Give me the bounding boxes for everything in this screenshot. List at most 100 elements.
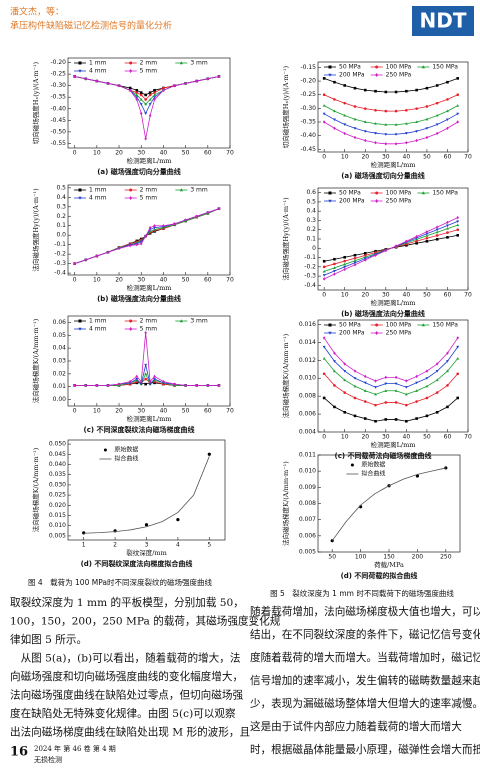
data-point: [135, 374, 139, 379]
data-point: [117, 382, 121, 386]
y-tick-label: 0.01: [53, 383, 67, 390]
data-point: [343, 265, 347, 269]
data-point: [343, 113, 347, 117]
x-tick-label: 70: [464, 434, 472, 441]
data-point: [144, 93, 147, 97]
data-point: [173, 84, 176, 88]
x-tick-label: 10: [341, 292, 349, 299]
x-tick-label: 0: [322, 154, 326, 161]
body-line: 随着载荷增加，法向磁场梯度极大值也增大，可以总: [250, 605, 480, 618]
chart-caption: (b) 磁场强度法向分量曲线: [97, 294, 181, 303]
y-axis-label: 切向磁场强度Hₓ(y)/(A·m⁻¹): [281, 65, 290, 148]
chart-caption: (d) 不同裂纹深度法向梯度拟合曲线: [81, 559, 193, 568]
data-point: [117, 84, 121, 88]
legend-marker: [78, 69, 82, 73]
legend-label: 5 mm: [140, 326, 158, 333]
chart-caption: (a) 磁场强度切向分量曲线: [341, 171, 425, 180]
data-point: [128, 379, 132, 384]
data-point: [333, 98, 336, 101]
data-point: [435, 123, 439, 127]
data-point: [353, 384, 357, 388]
legend-label: 2 mm: [140, 60, 158, 67]
legend-label: 3 mm: [190, 187, 208, 194]
data-point: [353, 135, 357, 140]
x-tick-label: 50: [182, 150, 190, 157]
data-point: [353, 117, 357, 121]
data-point: [322, 104, 326, 107]
y-tick-label: -0.25: [300, 91, 316, 98]
data-point: [456, 345, 460, 349]
y-tick-label: -0.40: [50, 105, 66, 112]
footer-journal: 无损检测: [34, 755, 62, 764]
legend-marker: [328, 73, 332, 77]
y-tick-label: 0.00: [53, 396, 67, 403]
legend-label: 3 mm: [190, 60, 208, 67]
legend-label: 1 mm: [89, 318, 107, 325]
legend-marker: [375, 73, 379, 77]
data-point: [353, 253, 357, 257]
data-point: [144, 372, 148, 375]
x-tick-label: 5: [207, 542, 211, 549]
x-tick-label: 20: [361, 434, 369, 441]
x-axis-label: 检测距离L/mm: [127, 283, 172, 292]
y-tick-label: 0.008: [299, 393, 316, 400]
chart-caption: (b) 磁场强度法向分量曲线: [341, 309, 425, 318]
body-line: 律如图 5 所示。: [10, 633, 87, 646]
x-tick-label: 10: [341, 154, 349, 161]
data-point: [322, 269, 326, 273]
x-tick-label: 70: [464, 292, 472, 299]
data-point: [415, 400, 418, 403]
data-point: [333, 405, 336, 409]
data-point: [394, 375, 398, 380]
data-point: [322, 274, 326, 277]
data-point: [446, 220, 449, 225]
legend-marker: [350, 463, 354, 467]
y-tick-label: 0.1: [56, 222, 66, 229]
data-point: [456, 93, 460, 97]
y-tick-label: 0.2: [306, 226, 316, 233]
data-point: [446, 236, 449, 239]
data-point: [343, 84, 347, 87]
data-point: [343, 131, 347, 136]
plot-frame: [317, 61, 469, 153]
legend-label: 1 mm: [89, 60, 107, 67]
y-tick-label: -0.2: [54, 251, 66, 258]
data-point: [333, 384, 336, 387]
data-point: [405, 141, 408, 145]
data-point: [415, 239, 418, 243]
x-tick-label: 10: [93, 277, 101, 284]
data-point: [144, 377, 147, 381]
x-tick-label: 10: [341, 434, 349, 441]
data-point: [184, 218, 187, 222]
x-tick-label: 40: [160, 408, 168, 415]
body-line: 向磁场强度和切向磁场强度曲线的变化幅度增大，: [10, 670, 243, 683]
y-tick-label: -0.2: [304, 263, 316, 270]
y-tick-label: 0.5: [56, 184, 66, 191]
data-point: [153, 93, 156, 96]
x-tick-label: 10: [93, 150, 101, 157]
y-tick-label: -0.3: [304, 273, 316, 280]
data-point: [217, 383, 221, 388]
x-tick-label: 20: [361, 292, 369, 299]
data-point: [128, 88, 132, 92]
data-point: [415, 381, 419, 385]
body-line: 少，表现为漏磁磁场整体增大但增大的速率减慢。: [250, 697, 480, 710]
data-point: [73, 74, 76, 79]
data-point: [456, 372, 460, 376]
data-point: [425, 86, 429, 90]
x-tick-label: 10: [93, 408, 101, 415]
body-line: 结出，在不同裂纹深度的条件下，磁记忆信号变化幅: [250, 628, 480, 641]
legend-marker: [78, 196, 82, 200]
x-tick-label: 4: [176, 542, 180, 549]
data-point: [363, 400, 367, 403]
chart-caption: (c) 不同载荷法向磁场梯度曲线: [335, 451, 432, 460]
legend-marker: [421, 191, 425, 195]
x-tick-label: 0: [73, 408, 77, 415]
data-point: [435, 230, 439, 234]
data-point: [456, 220, 460, 223]
y-tick-label: 0.5: [306, 198, 316, 205]
y-tick-label: 0.4: [56, 194, 66, 201]
data-point: [444, 466, 448, 470]
data-point: [333, 118, 336, 122]
data-point: [322, 396, 326, 400]
